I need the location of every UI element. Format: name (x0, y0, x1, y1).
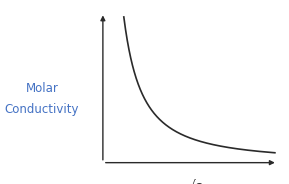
Text: √c: √c (186, 180, 203, 184)
Text: Molar: Molar (25, 82, 58, 95)
Text: Conductivity: Conductivity (5, 103, 79, 116)
